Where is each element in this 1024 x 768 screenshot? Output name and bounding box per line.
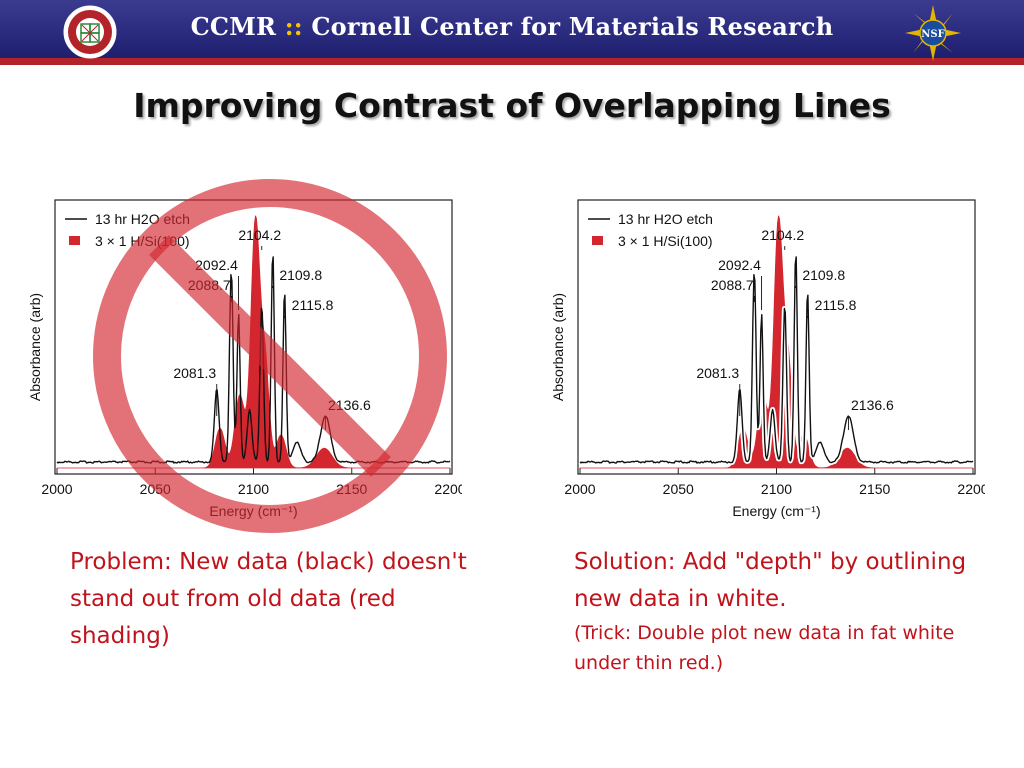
y-axis-label: Absorbance (arb) — [27, 293, 43, 401]
x-tick-label: 2000 — [564, 481, 595, 497]
x-tick-label: 2000 — [41, 481, 72, 497]
slide-title: Improving Contrast of Overlapping Lines — [133, 86, 891, 125]
peak-label: 2136.6 — [328, 397, 371, 413]
peak-label: 2109.8 — [279, 267, 322, 283]
peak-label: 2104.2 — [238, 227, 281, 243]
x-tick-label: 2200 — [957, 481, 985, 497]
legend-entry-black: 13 hr H2O etch — [95, 211, 190, 227]
x-tick-label: 2050 — [663, 481, 694, 497]
peak-label: 2115.8 — [815, 297, 857, 313]
series-red-fill — [57, 215, 450, 469]
peak-label: 2088.7 — [188, 277, 231, 293]
legend-fill-swatch — [592, 236, 603, 245]
x-tick-label: 2100 — [238, 481, 269, 497]
peak-label: 2136.6 — [851, 397, 894, 413]
spectrum-chart-left: 2000 2050 2100 2150 2200 Energy (cm⁻¹) Absorba… — [22, 192, 462, 532]
nsf-logo: NSF — [905, 5, 961, 61]
cornell-ccmr-logo — [63, 5, 117, 59]
spectrum-chart-right: 2000 2050 2100 2150 2200 Energy (cm⁻¹) Absorba… — [545, 192, 985, 532]
legend-entry-black: 13 hr H2O etch — [618, 211, 713, 227]
spectrum-svg-left: 2000 2050 2100 2150 2200 Energy (cm⁻¹) Absorba… — [27, 199, 462, 519]
peak-label: 2081.3 — [173, 365, 216, 381]
x-tick-label: 2150 — [859, 481, 890, 497]
peak-label: 2088.7 — [711, 277, 754, 293]
legend-entry-red: 3 × 1 H/Si(100) — [618, 233, 713, 249]
header-title-prefix: CCMR — [190, 12, 277, 41]
peak-label: 2104.2 — [761, 227, 804, 243]
header-title-main: Cornell Center for Materials Research — [311, 12, 834, 41]
caption-trick: (Trick: Double plot new data in fat whit… — [574, 622, 955, 674]
header-banner — [0, 0, 1024, 58]
x-tick-label: 2200 — [434, 481, 462, 497]
x-tick-label: 2100 — [761, 481, 792, 497]
x-tick-label: 2050 — [140, 481, 171, 497]
header-title: CCMR :: Cornell Center for Materials Res… — [0, 12, 1024, 41]
spectrum-svg-right: 2000 2050 2100 2150 2200 Energy (cm⁻¹) Absorba… — [550, 199, 985, 519]
y-axis-label: Absorbance (arb) — [550, 293, 566, 401]
series-black-line — [579, 256, 974, 464]
x-tick-label: 2150 — [336, 481, 367, 497]
header-stripe — [0, 58, 1024, 65]
caption-solution-block: Solution: Add "depth" by outlining new d… — [574, 544, 1004, 678]
caption-solution: Solution: Add "depth" by outlining new d… — [574, 549, 967, 612]
peak-label: 2109.8 — [802, 267, 845, 283]
legend-entry-red: 3 × 1 H/Si(100) — [95, 233, 190, 249]
peak-label: 2081.3 — [696, 365, 739, 381]
header-title-separator: :: — [276, 12, 312, 41]
x-axis-label: Energy (cm⁻¹) — [209, 503, 297, 519]
nsf-logo-text: NSF — [921, 29, 944, 40]
x-axis-label: Energy (cm⁻¹) — [732, 503, 820, 519]
peak-label: 2092.4 — [718, 257, 761, 273]
legend-fill-swatch — [69, 236, 80, 245]
peak-label: 2092.4 — [195, 257, 238, 273]
caption-problem: Problem: New data (black) doesn't stand … — [70, 549, 467, 649]
series-red-fill — [580, 215, 973, 469]
peak-label: 2115.8 — [292, 297, 334, 313]
